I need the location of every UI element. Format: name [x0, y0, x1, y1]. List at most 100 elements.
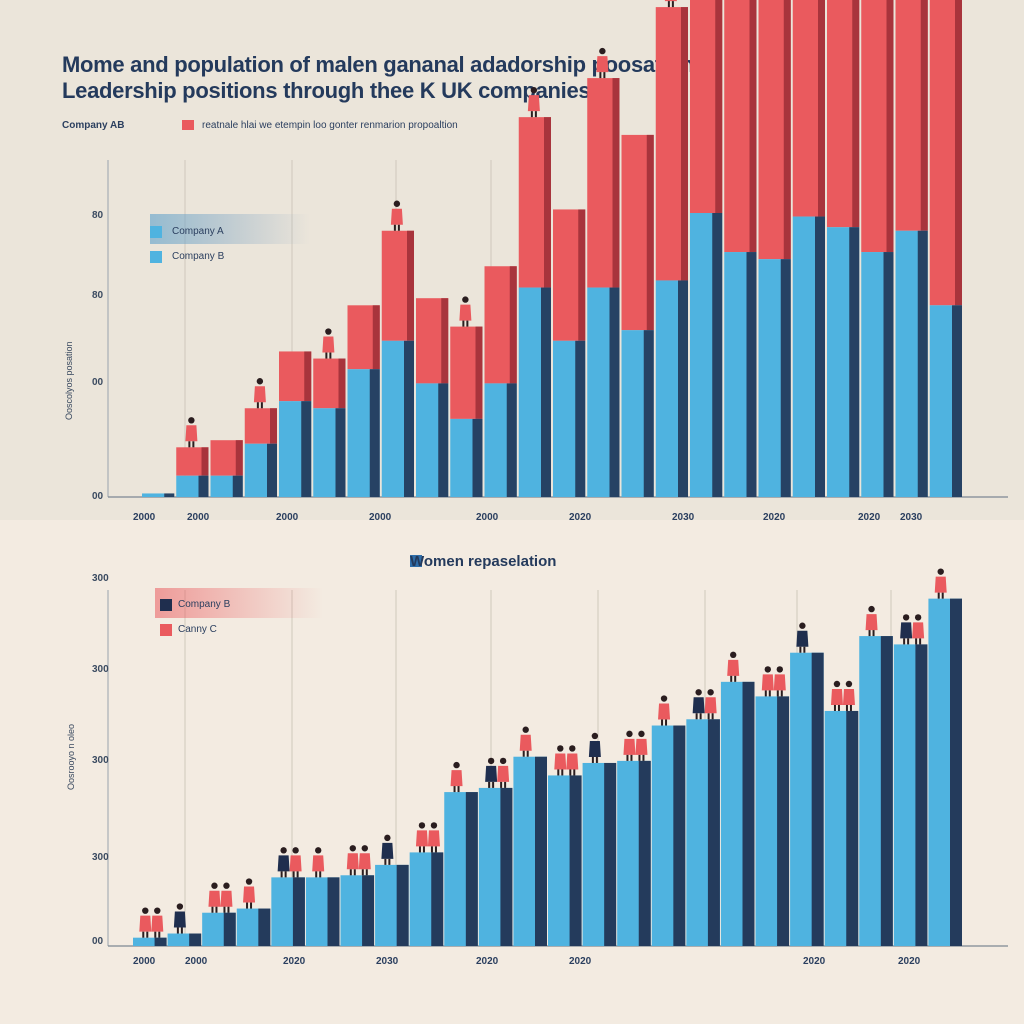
chart2-person-icon: [173, 903, 186, 934]
chart1-bar-company-side: [609, 287, 620, 497]
chart1-bar-company-side: [472, 418, 483, 497]
person-leg: [158, 931, 161, 938]
person-leg: [188, 441, 191, 448]
person-head: [154, 907, 161, 914]
chart1-bar-female-side: [304, 351, 312, 402]
person-body: [596, 56, 609, 73]
chart1-bar-company-side: [643, 330, 654, 497]
person-body: [934, 576, 947, 593]
chart2-ytick: 300: [92, 664, 109, 675]
chart1-ytick: 80: [92, 210, 104, 221]
chart2-person-icon: [692, 689, 705, 720]
person-body: [796, 630, 809, 647]
person-leg: [176, 927, 179, 934]
person-head: [256, 378, 264, 385]
person-body: [208, 890, 221, 907]
chart2-person-icon: [773, 666, 786, 697]
person-leg: [695, 713, 698, 720]
chart2-person-icon: [635, 730, 648, 761]
person-head: [361, 845, 368, 852]
person-head: [599, 47, 606, 55]
chart1-xtick: 2030: [672, 512, 695, 523]
chart2-person-icon: [427, 822, 440, 853]
person-body: [865, 614, 878, 631]
chart1-person-icon: [390, 200, 403, 231]
person-leg: [329, 352, 332, 359]
person-leg: [434, 846, 437, 853]
person-body: [623, 738, 636, 755]
person-leg: [211, 906, 214, 913]
legend2-band: [155, 588, 323, 618]
person-leg: [180, 927, 183, 934]
person-head: [384, 834, 391, 842]
person-body: [658, 703, 671, 720]
chart1-bar-female-side: [475, 326, 483, 419]
chart1-bar-female-side: [852, 0, 860, 228]
chart1-bar-company-side: [849, 227, 860, 497]
person-body: [588, 740, 601, 757]
person-leg: [591, 756, 594, 763]
chart1-bar-company-side: [438, 383, 449, 497]
person-head: [730, 651, 737, 659]
chart2-title: Women repaselation: [410, 553, 557, 570]
chart2-person-icon: [519, 726, 532, 757]
chart2-xtick: 2030: [376, 956, 399, 967]
person-head: [902, 614, 910, 621]
person-body: [692, 697, 705, 714]
chart2-person-icon: [588, 732, 601, 763]
person-leg: [837, 704, 840, 711]
person-body: [450, 770, 463, 787]
person-leg: [365, 869, 368, 876]
chart1-person-icon: [596, 47, 609, 79]
person-leg: [457, 786, 460, 793]
chart2-bar-side: [189, 933, 202, 946]
person-leg: [353, 869, 356, 876]
chart1-ylabel: Ooscolyos posation: [64, 341, 74, 420]
person-head: [292, 847, 299, 854]
person-head: [868, 605, 875, 613]
chart2-bar-side: [915, 644, 928, 946]
chart2-person-icon: [139, 907, 152, 938]
person-leg: [388, 858, 391, 865]
chart2-person-icon: [220, 882, 233, 913]
person-head: [569, 745, 576, 752]
person-head: [325, 328, 332, 335]
person-leg: [903, 638, 906, 645]
person-head: [176, 903, 184, 910]
chart1-xtick: 2000: [476, 512, 499, 523]
person-leg: [768, 690, 771, 697]
legend1-swatch-a: [150, 226, 162, 238]
person-head: [799, 622, 806, 629]
chart1-bar-company-side: [232, 475, 243, 497]
person-body: [322, 336, 335, 353]
chart2-bar-side: [569, 775, 582, 946]
person-body: [427, 830, 440, 847]
person-head: [211, 882, 218, 889]
chart1-bar-female-side: [955, 0, 962, 306]
person-leg: [595, 756, 598, 763]
person-head: [707, 689, 714, 696]
chart2-person-icon: [346, 845, 359, 876]
person-leg: [146, 931, 149, 938]
person-head: [638, 730, 645, 738]
person-body: [358, 853, 371, 870]
person-leg: [256, 402, 259, 409]
person-head: [393, 200, 401, 207]
person-leg: [280, 871, 283, 878]
person-body: [346, 853, 359, 870]
person-head: [833, 680, 841, 688]
chart1-xtick: 2030: [900, 512, 923, 523]
person-body: [381, 842, 394, 859]
chart2-person-icon: [358, 845, 371, 876]
person-body: [761, 674, 774, 691]
chart2-title-swatch: [410, 555, 422, 567]
person-leg: [325, 352, 328, 359]
person-leg: [462, 320, 465, 327]
chart1-bar-female-side: [270, 408, 277, 444]
chart2-bar-side: [396, 864, 409, 946]
person-leg: [142, 931, 145, 938]
legend1-swatch-b: [150, 251, 162, 263]
person-head: [349, 845, 356, 852]
chart1-bar-female-side: [920, 0, 928, 231]
person-body: [497, 765, 510, 782]
